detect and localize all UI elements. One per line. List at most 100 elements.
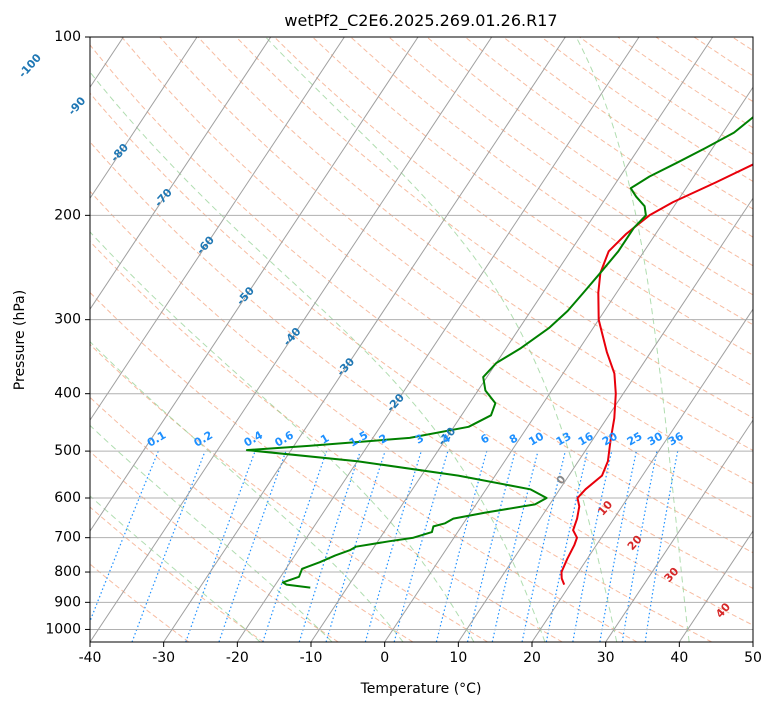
x-tick-label: -10 — [300, 650, 323, 666]
dry-adiabat-line — [770, 37, 775, 642]
x-tick-label: 40 — [670, 650, 688, 666]
y-tick-label: 900 — [54, 594, 81, 610]
mixing-ratio-line — [262, 450, 328, 642]
x-axis: -40 -30 -20 -10 0 10 20 30 40 50 — [79, 642, 762, 666]
moist-adiabat-line — [90, 231, 475, 642]
dry-adiabat-line — [426, 37, 753, 267]
x-tick-label: 10 — [449, 650, 467, 666]
isotherm-line — [384, 86, 753, 642]
y-tick-label: 800 — [54, 564, 81, 580]
isotherm-label: -70 — [152, 186, 175, 210]
mixing-ratio-line — [545, 450, 589, 642]
dry-adiabat-line — [90, 291, 563, 642]
dry-adiabat-line — [350, 37, 753, 326]
mixing-ratio-line — [131, 450, 206, 642]
y-tick-label: 300 — [54, 312, 81, 328]
isotherm-line — [457, 197, 753, 642]
mixing-ratio-label: 3 — [413, 432, 426, 447]
mixing-ratio-line — [364, 450, 422, 642]
mixing-ratio-line — [491, 450, 539, 642]
x-tick-label: -40 — [79, 650, 102, 666]
moist-adiabat-line — [90, 71, 546, 642]
isotherm-line — [605, 419, 753, 642]
mixing-ratio-line — [572, 450, 613, 642]
isotherm-line — [90, 37, 272, 311]
mixing-ratio-line — [185, 450, 256, 642]
moist-adiabat-label: 0 — [554, 472, 569, 487]
y-tick-label: 1000 — [45, 621, 81, 637]
y-axis: 100 200 300 400 500 600 700 800 900 1000 — [45, 29, 90, 637]
dry-adiabat-line — [235, 37, 753, 419]
x-tick-label: -20 — [226, 650, 249, 666]
dry-adiabat-line — [90, 92, 753, 589]
mixing-ratio-label: 10 — [526, 429, 546, 448]
isotherm-line — [90, 37, 198, 200]
dry-adiabat-line — [655, 37, 753, 103]
mixing-ratio-line — [325, 450, 386, 642]
x-tick-label: -30 — [152, 650, 175, 666]
isotherm-line — [310, 37, 714, 642]
dry-adiabat-line — [693, 37, 753, 77]
mixing-ratio-label: 0.1 — [145, 429, 168, 450]
dry-adiabat-line — [90, 396, 414, 642]
dry-adiabat-line — [90, 141, 753, 626]
data-series — [245, 115, 753, 589]
plot-frame — [89, 36, 754, 643]
y-tick-label: 200 — [54, 207, 81, 223]
moist-adiabat-line — [90, 340, 404, 642]
isotherm-line — [163, 37, 566, 642]
mixing-ratio-line — [521, 450, 566, 642]
mixing-ratio-label-group: 0.1 0.2 0.4 0.6 1 1.5 2 3 4 6 8 10 13 16 20 25 30 36 — [145, 428, 686, 449]
dry-adiabat-line — [502, 37, 753, 210]
isotherm-label-group: -100-90-80-70-60-50-40-30-20-10 — [16, 51, 459, 448]
dry-adiabat-line — [388, 37, 753, 296]
x-tick-label: 30 — [597, 650, 615, 666]
isotherm-label: -30 — [334, 355, 357, 379]
temperature-line — [560, 163, 753, 585]
dry-adiabat-line — [121, 37, 753, 519]
isotherm-line — [90, 37, 345, 422]
mixing-ratio-label: 13 — [554, 430, 574, 449]
y-tick-label: 100 — [54, 29, 81, 45]
moist-adiabat-line — [756, 37, 765, 642]
mixing-ratio-line — [644, 450, 679, 642]
mixing-ratio-label: 6 — [478, 431, 491, 446]
x-tick-label: 0 — [380, 650, 389, 666]
dry-adiabat-line — [90, 190, 712, 642]
isotherm-line — [752, 641, 753, 642]
isotherm-label: -60 — [194, 233, 217, 257]
moist-adiabat-line — [265, 37, 618, 642]
mixing-ratio-line — [466, 450, 516, 642]
x-tick-label: 20 — [523, 650, 541, 666]
mixing-ratio-line — [393, 450, 449, 642]
isotherm-label: -80 — [108, 141, 131, 165]
mixing-ratio-line — [298, 450, 361, 642]
moist-adiabat-label: 40 — [713, 600, 733, 620]
dry-adiabat-line — [197, 37, 753, 452]
background-lines — [90, 37, 775, 642]
mixing-ratio-line — [90, 450, 159, 623]
y-tick-label: 600 — [54, 490, 81, 506]
dry-adiabat-line — [617, 37, 753, 129]
mixing-ratio-label: 20 — [600, 429, 620, 448]
y-tick-label: 400 — [54, 386, 81, 402]
isotherm-label: -20 — [384, 391, 407, 415]
dry-adiabat-line — [90, 343, 488, 642]
mixing-ratio-label: 8 — [507, 432, 520, 447]
mixing-ratio-label: 25 — [625, 430, 645, 449]
mixing-ratio-label: 36 — [666, 429, 686, 448]
y-tick-label: 700 — [54, 530, 81, 546]
y-axis-title: Pressure (hPa) — [12, 290, 28, 390]
isotherm-label: -100 — [16, 51, 44, 80]
moist-adiabat-label: 20 — [625, 533, 645, 553]
dewpoint-line — [245, 115, 753, 589]
y-tick-label: 500 — [54, 443, 81, 459]
dry-adiabat-line — [312, 37, 753, 356]
chart-title: wetPf2_C2E6.2025.269.01.26.R17 — [284, 11, 557, 31]
mixing-ratio-line — [218, 450, 287, 642]
x-axis-title: Temperature (°C) — [360, 681, 482, 697]
dry-adiabat-line — [90, 240, 638, 642]
isotherm-line — [236, 37, 640, 642]
mixing-ratio-line — [435, 450, 488, 642]
